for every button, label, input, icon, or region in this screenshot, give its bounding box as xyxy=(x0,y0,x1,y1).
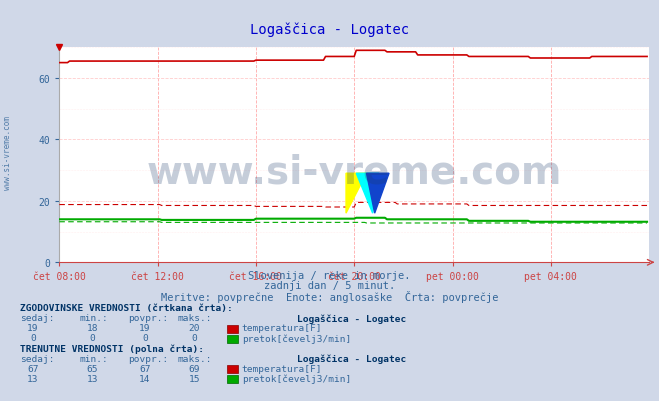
Polygon shape xyxy=(357,174,379,214)
Text: zadnji dan / 5 minut.: zadnji dan / 5 minut. xyxy=(264,281,395,291)
Text: temperatura[F]: temperatura[F] xyxy=(242,324,322,332)
Text: maks.:: maks.: xyxy=(178,314,212,322)
Text: Logaščica - Logatec: Logaščica - Logatec xyxy=(297,314,406,323)
Text: 13: 13 xyxy=(27,374,39,383)
Text: Slovenija / reke in morje.: Slovenija / reke in morje. xyxy=(248,271,411,281)
Text: min.:: min.: xyxy=(79,314,108,322)
Text: maks.:: maks.: xyxy=(178,354,212,363)
Text: 0: 0 xyxy=(90,334,95,342)
Text: 19: 19 xyxy=(27,324,39,332)
Text: 14: 14 xyxy=(139,374,151,383)
Text: 20: 20 xyxy=(188,324,200,332)
Text: temperatura[F]: temperatura[F] xyxy=(242,364,322,373)
Text: pretok[čevelj3/min]: pretok[čevelj3/min] xyxy=(242,334,351,343)
Text: ZGODOVINSKE VREDNOSTI (črtkana črta):: ZGODOVINSKE VREDNOSTI (črtkana črta): xyxy=(20,303,233,312)
Text: www.si-vreme.com: www.si-vreme.com xyxy=(3,115,13,189)
Text: povpr.:: povpr.: xyxy=(129,314,169,322)
Text: 0: 0 xyxy=(192,334,197,342)
Text: 0: 0 xyxy=(142,334,148,342)
Polygon shape xyxy=(366,174,389,214)
Polygon shape xyxy=(346,174,366,214)
Text: 67: 67 xyxy=(27,364,39,373)
Text: Logaščica - Logatec: Logaščica - Logatec xyxy=(250,22,409,36)
Text: 67: 67 xyxy=(139,364,151,373)
Text: www.si-vreme.com: www.si-vreme.com xyxy=(146,154,562,192)
Text: 19: 19 xyxy=(139,324,151,332)
Text: sedaj:: sedaj: xyxy=(20,314,54,322)
Text: min.:: min.: xyxy=(79,354,108,363)
Text: pretok[čevelj3/min]: pretok[čevelj3/min] xyxy=(242,374,351,383)
Text: Meritve: povprečne  Enote: anglosaške  Črta: povprečje: Meritve: povprečne Enote: anglosaške Črt… xyxy=(161,291,498,303)
Text: sedaj:: sedaj: xyxy=(20,354,54,363)
Text: povpr.:: povpr.: xyxy=(129,354,169,363)
Text: TRENUTNE VREDNOSTI (polna črta):: TRENUTNE VREDNOSTI (polna črta): xyxy=(20,344,204,353)
Text: 65: 65 xyxy=(86,364,98,373)
Text: 69: 69 xyxy=(188,364,200,373)
Text: 0: 0 xyxy=(30,334,36,342)
Text: 15: 15 xyxy=(188,374,200,383)
Text: 18: 18 xyxy=(86,324,98,332)
Text: Logaščica - Logatec: Logaščica - Logatec xyxy=(297,354,406,363)
Text: 13: 13 xyxy=(86,374,98,383)
